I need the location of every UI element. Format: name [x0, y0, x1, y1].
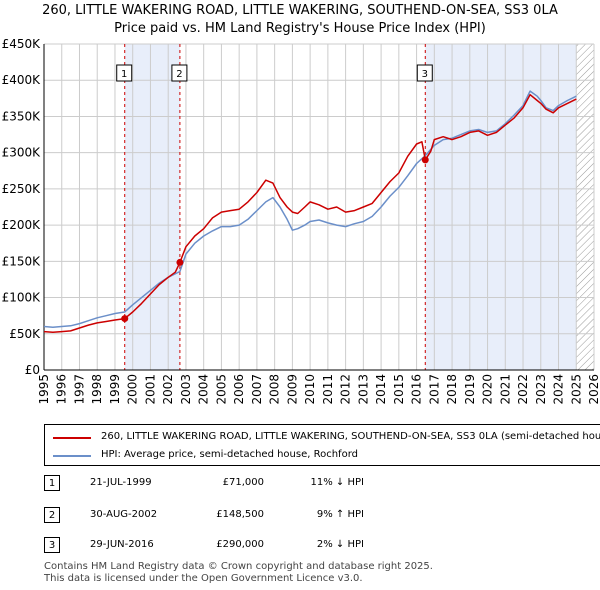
- x-tick-label: 1998: [90, 374, 104, 405]
- chart-title: 260, LITTLE WAKERING ROAD, LITTLE WAKERI…: [42, 3, 558, 18]
- price-chart: 1 2 3 £0 £50K £100K £150K £200K £250K £300K £350K £…: [2, 37, 600, 405]
- footer-licence: This data is licensed under the Open Gov…: [44, 573, 363, 584]
- x-tick-label: 2016: [410, 374, 424, 405]
- transaction-hpi-diff: 9% ↑ HPI: [316, 509, 364, 520]
- x-tick-label: 2011: [321, 374, 335, 405]
- sale-point: [176, 258, 184, 266]
- transaction-date: 30-AUG-2002: [90, 509, 158, 520]
- sale-label-box: [116, 64, 133, 82]
- sale-label: 1: [121, 69, 127, 80]
- x-tick-label: 2003: [179, 374, 193, 405]
- x-tick-label: 2025: [569, 374, 583, 405]
- x-tick-label: 2008: [268, 374, 282, 405]
- x-tick-label: 2017: [427, 374, 441, 405]
- transaction-date: 21-JUL-1999: [90, 477, 152, 488]
- y-tick-label: £100K: [2, 291, 42, 305]
- y-tick-label: £0: [25, 363, 40, 377]
- y-tick-label: £350K: [2, 109, 42, 123]
- x-tick-label: 2023: [534, 374, 548, 405]
- legend-swatch-property: [53, 437, 91, 439]
- x-tick-label: 2014: [374, 374, 388, 405]
- property-series-line: [43, 93, 577, 334]
- sale-point: [421, 156, 429, 164]
- y-tick-label: £50K: [9, 327, 41, 341]
- transaction-price: £71,000: [222, 477, 264, 488]
- chart-subtitle: Price paid vs. HM Land Registry's House …: [114, 21, 486, 36]
- x-tick-label: 2026: [587, 374, 600, 405]
- transaction-hpi-diff: 2% ↓ HPI: [316, 539, 364, 550]
- x-tick-label: 2021: [498, 374, 512, 405]
- transaction-number: 3: [44, 537, 60, 553]
- x-tick-label: 1995: [37, 374, 51, 405]
- transaction-price: £290,000: [216, 539, 264, 550]
- hpi-series-line: [43, 90, 577, 329]
- transaction-hpi-diff: 11% ↓ HPI: [310, 477, 364, 488]
- footer-copyright: Contains HM Land Registry data © Crown c…: [44, 561, 433, 572]
- x-tick-label: 1999: [108, 374, 122, 405]
- x-tick-label: 2001: [143, 374, 157, 405]
- y-tick-label: £400K: [2, 73, 42, 87]
- x-tick-label: 2024: [552, 374, 566, 405]
- chart-legend: 260, LITTLE WAKERING ROAD, LITTLE WAKERI…: [44, 424, 600, 466]
- y-tick-label: £150K: [2, 254, 42, 268]
- transaction-date: 29-JUN-2016: [90, 539, 154, 550]
- ownership-shade: [124, 44, 180, 370]
- x-tick-label: 2018: [445, 374, 459, 405]
- transaction-price: £148,500: [216, 509, 264, 520]
- future-hatch: [576, 44, 594, 370]
- x-tick-label: 2007: [250, 374, 264, 405]
- x-tick-label: 2006: [232, 374, 246, 405]
- x-tick-label: 1997: [72, 374, 86, 405]
- transaction-number: 2: [44, 507, 60, 523]
- sale-label: 2: [176, 69, 182, 80]
- x-tick-label: 2009: [285, 374, 299, 405]
- ownership-shade: [425, 44, 577, 370]
- sale-label-box: [171, 64, 188, 82]
- legend-label-property: 260, LITTLE WAKERING ROAD, LITTLE WAKERI…: [101, 431, 600, 442]
- sale-label-box: [416, 64, 433, 82]
- legend-label-hpi: HPI: Average price, semi-detached house,…: [101, 449, 358, 460]
- x-tick-label: 2019: [463, 374, 477, 405]
- x-tick-label: 2000: [126, 374, 140, 405]
- transaction-number: 1: [44, 475, 60, 491]
- y-tick-label: £250K: [2, 182, 42, 196]
- x-tick-label: 2004: [197, 374, 211, 405]
- y-tick-label: £450K: [2, 37, 42, 51]
- sale-label: 3: [422, 69, 428, 80]
- x-tick-label: 2020: [481, 374, 495, 405]
- x-tick-label: 2013: [356, 374, 370, 405]
- y-tick-label: £300K: [2, 146, 42, 160]
- x-tick-label: 2012: [339, 374, 353, 405]
- x-tick-label: 2010: [303, 374, 317, 405]
- x-tick-label: 1996: [55, 374, 69, 405]
- y-tick-label: £200K: [2, 218, 42, 232]
- x-tick-label: 2005: [214, 374, 228, 405]
- legend-swatch-hpi: [53, 455, 91, 457]
- sale-point: [121, 315, 129, 323]
- x-tick-label: 2022: [516, 374, 530, 405]
- x-tick-label: 2002: [161, 374, 175, 405]
- x-tick-label: 2015: [392, 374, 406, 405]
